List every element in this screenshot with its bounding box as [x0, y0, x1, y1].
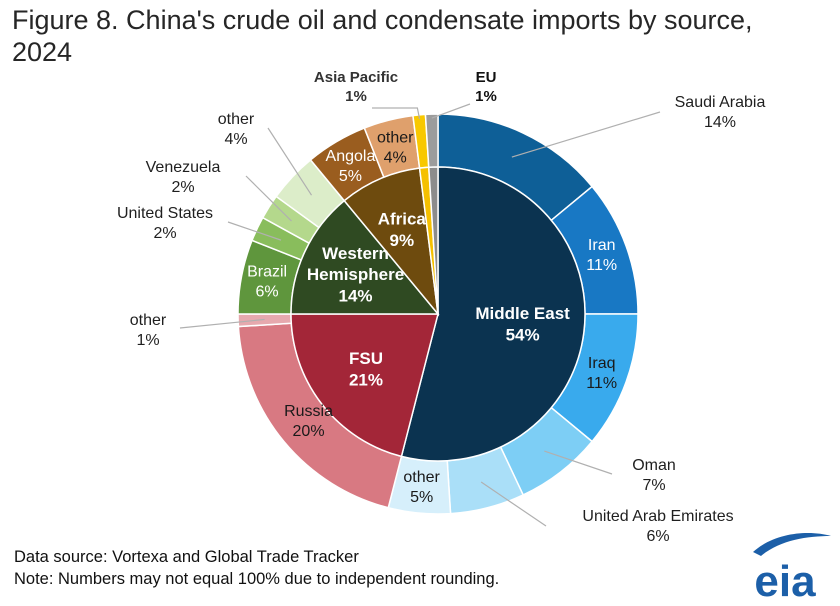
leader-asia-pacific [372, 107, 421, 119]
outer-label-western-hemisphere-other: other 4% [218, 111, 255, 148]
leader-middle-east-united-arab-emirates [480, 481, 547, 527]
inner-label-fsu: FSU 21% [349, 349, 383, 389]
chart-title: Figure 8. China's crude oil and condensa… [12, 5, 753, 67]
inner-ring [290, 166, 586, 462]
outer-label-middle-east-saudi-arabia: Saudi Arabia 14% [675, 94, 766, 131]
outer-label-fsu-other: other 1% [130, 312, 167, 349]
outer-label-western-hemisphere-brazil: Brazil 6% [247, 263, 287, 300]
inner-slice-eu [427, 166, 439, 315]
inner-label-africa: Africa 9% [378, 210, 427, 250]
leader-western-hemisphere-united-states [227, 221, 282, 241]
outer-label-africa-angola: Angola 5% [326, 148, 376, 185]
data-source-note: Data source: Vortexa and Global Trade Tr… [14, 548, 359, 566]
eia-logo-text: eia [754, 557, 816, 602]
leader-western-hemisphere-other [267, 127, 313, 196]
outer-label-middle-east-other: other 5% [403, 469, 440, 506]
leader-middle-east-saudi-arabia [511, 111, 661, 158]
leader-lines [179, 103, 661, 527]
leader-fsu-other [179, 318, 265, 329]
inner-slice-western-hemisphere [290, 199, 440, 315]
label-eu: EU 1% [475, 69, 497, 105]
label-asia-pacific: Asia Pacific 1% [314, 69, 398, 105]
chart-footer: Data source: Vortexa and Global Trade Tr… [14, 546, 499, 590]
outer-label-middle-east-iraq: Iraq 11% [586, 355, 617, 392]
outer-label-africa-other: other 4% [377, 129, 414, 166]
inner-slice-fsu [290, 313, 439, 458]
rounding-note: Note: Numbers may not equal 100% due to … [14, 570, 500, 588]
eia-logo-swoosh [753, 533, 831, 556]
inner-slice-africa [343, 167, 440, 317]
outer-label-western-hemisphere-venezuela: Venezuela 2% [146, 159, 221, 196]
inner-slice-middle-east [400, 166, 586, 462]
leader-eu [431, 103, 471, 119]
outer-label-western-hemisphere-united-states: United States 2% [117, 205, 213, 242]
outer-label-middle-east-oman: Oman 7% [632, 457, 676, 494]
leader-middle-east-oman [544, 450, 613, 475]
outer-label-middle-east-iran: Iran 11% [586, 237, 617, 274]
outer-label-middle-east-united-arab-emirates: United Arab Emirates 6% [582, 508, 733, 545]
slice-labels: Middle East 54% FSU 21% Western Hemisphere 14%… [117, 69, 766, 545]
inner-label-western-hemisphere: Western Hemisphere 14% [307, 244, 404, 306]
eia-logo: eia [753, 533, 831, 602]
outer-label-fsu-russia: Russia 20% [284, 403, 333, 440]
inner-label-middle-east: Middle East 54% [475, 304, 570, 344]
leader-western-hemisphere-venezuela [245, 175, 292, 222]
